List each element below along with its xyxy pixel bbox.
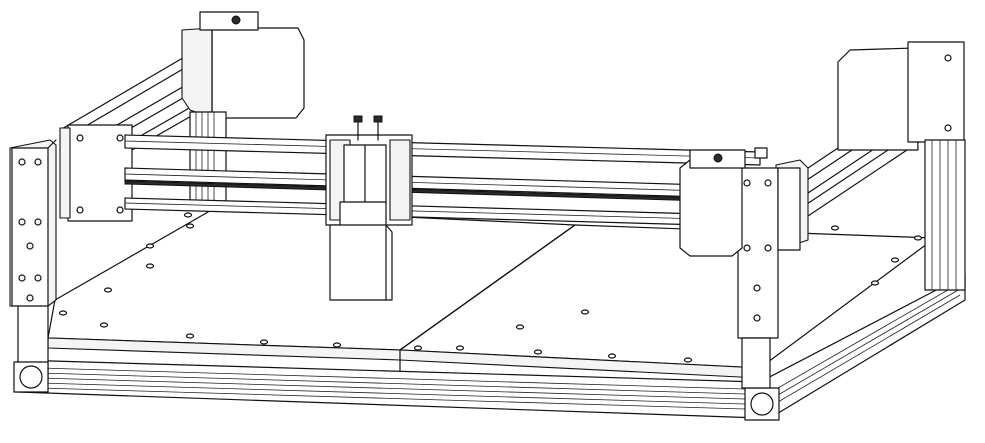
bed-bolt [455,345,465,351]
bed-bolt [533,349,543,355]
front-left-corner-cap [13,361,49,393]
bed-bolt [145,243,155,249]
z-axis-screws [353,115,383,141]
bed-bolt [183,212,193,218]
bed-bolt [185,223,195,229]
bed-bolt [580,309,590,315]
bed-bolt [913,235,923,241]
bed-bolt [413,345,423,351]
bed-bolt [607,353,617,359]
spindle-motor [329,201,393,301]
left-gantry-plate [9,139,57,307]
y-axis-left-motor [181,11,305,119]
left-bearing-block [59,124,133,222]
bed-bolt [870,280,880,286]
bed-bolt [683,357,693,363]
front-right-corner-cap [744,387,780,421]
left-back-upright [189,111,227,208]
x-axis-rails [124,134,761,227]
bed-bolt [103,287,113,293]
bed-bolt [830,225,840,231]
bed-bolt [185,333,195,339]
right-front-upright [741,337,771,389]
x-axis-motor [679,147,768,257]
bed-bolt [332,342,342,348]
bed-bolt [890,257,900,263]
bed-bolt [99,322,109,328]
bed-bolt [259,339,269,345]
right-back-upright [924,139,966,291]
bed-bolt [58,310,68,316]
spoilboard-bed [47,207,936,379]
bed-bolts [58,212,923,363]
bed-bolt [515,324,525,330]
y-axis-right-motor [837,41,965,151]
bed-bolt [145,263,155,269]
